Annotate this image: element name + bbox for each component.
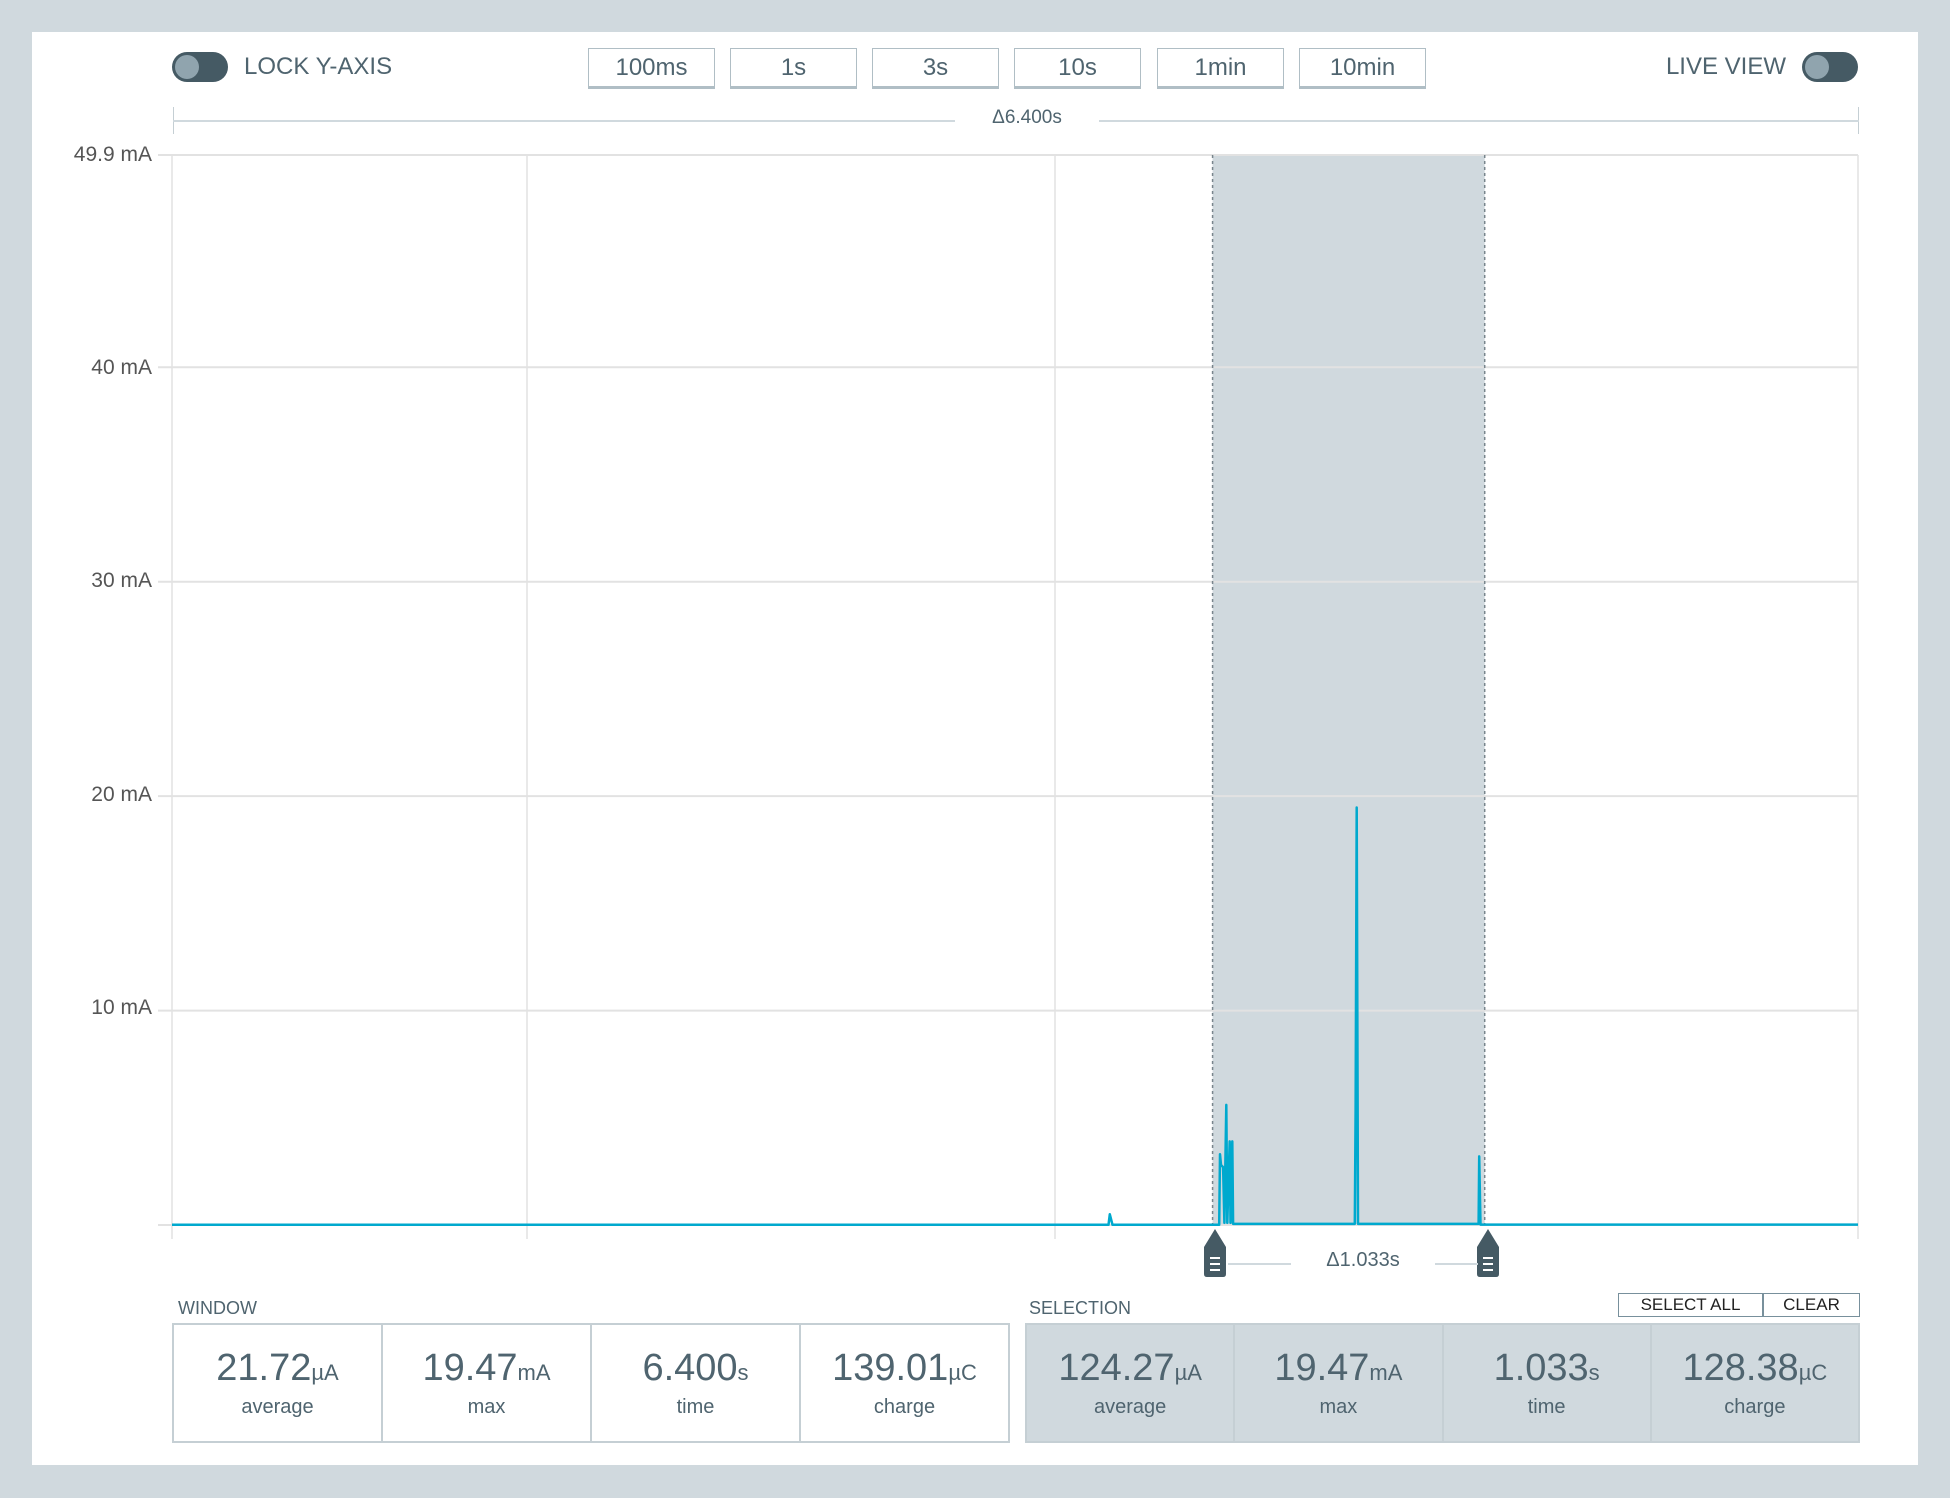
stat-unit: mA <box>517 1360 551 1385</box>
lock-y-axis-label: LOCK Y-AXIS <box>244 53 393 80</box>
window-1s-button[interactable]: 1s <box>730 48 857 89</box>
window-stats: 21.72µA average 19.47mA max 6.400s time 139… <box>172 1323 1010 1443</box>
stat-value: 21.72 <box>216 1347 312 1389</box>
main-panel <box>32 32 1918 1465</box>
window-average: 21.72µA average <box>174 1325 383 1441</box>
selection-region <box>1212 155 1485 1225</box>
current-chart[interactable] <box>0 0 1950 1300</box>
stat-value: 19.47 <box>422 1347 518 1389</box>
window-max: 19.47mA max <box>383 1325 592 1441</box>
stat-unit: µC <box>948 1360 977 1385</box>
stat-value: 128.38 <box>1682 1347 1799 1389</box>
toggle-knob <box>1805 55 1829 79</box>
clear-button[interactable]: CLEAR <box>1763 1293 1860 1317</box>
selection-end-handle[interactable] <box>1477 1229 1499 1277</box>
stat-label: average <box>1093 1396 1167 1418</box>
window-time: 6.400s time <box>592 1325 801 1441</box>
stat-unit: mA <box>1369 1360 1403 1385</box>
y-tick-label: 20 mA <box>91 783 152 806</box>
stat-value: 1.033 <box>1493 1347 1589 1389</box>
selection-max: 19.47mA max <box>1235 1325 1444 1441</box>
stat-value: 19.47 <box>1274 1347 1370 1389</box>
y-tick-label: 10 mA <box>91 996 152 1019</box>
stat-unit: s <box>737 1360 749 1385</box>
drag-handle-icon <box>1477 1229 1499 1277</box>
window-3s-button[interactable]: 3s <box>872 48 999 89</box>
y-tick-label: 40 mA <box>91 356 152 379</box>
selection-stats: 124.27µA average 19.47mA max 1.033s time 12… <box>1025 1323 1860 1443</box>
selection-average: 124.27µA average <box>1027 1325 1236 1441</box>
window-100ms-button[interactable]: 100ms <box>588 48 715 89</box>
window-stats-title: WINDOW <box>178 1298 257 1318</box>
drag-handle-icon <box>1204 1229 1226 1277</box>
stat-label: charge <box>1724 1396 1786 1418</box>
stat-unit: µA <box>311 1360 339 1385</box>
stat-label: average <box>241 1396 314 1418</box>
window-delta-label: Δ6.400s <box>955 107 1099 129</box>
stat-label: max <box>467 1396 506 1418</box>
live-view-label: LIVE VIEW <box>1665 53 1786 80</box>
y-tick-label: 49.9 mA <box>73 143 152 166</box>
y-tick-label: 30 mA <box>91 569 152 592</box>
window-charge: 139.01µC charge <box>801 1325 1008 1441</box>
stat-value: 124.27 <box>1058 1347 1175 1389</box>
stat-label: charge <box>873 1396 936 1418</box>
stat-value: 139.01 <box>832 1347 949 1389</box>
stat-label: time <box>1527 1396 1566 1418</box>
selection-time: 1.033s time <box>1444 1325 1652 1441</box>
stat-unit: µA <box>1174 1360 1202 1385</box>
selection-charge: 128.38µC charge <box>1652 1325 1858 1441</box>
current-trace <box>172 806 1858 1227</box>
live-view-toggle[interactable] <box>1802 52 1858 82</box>
lock-y-axis-toggle[interactable] <box>172 52 228 82</box>
stat-unit: µC <box>1798 1360 1828 1385</box>
stat-label: time <box>676 1396 715 1418</box>
toggle-knob <box>175 55 199 79</box>
window-1min-button[interactable]: 1min <box>1157 48 1284 89</box>
selection-start-handle[interactable] <box>1204 1229 1226 1277</box>
selection-stats-title: SELECTION <box>1029 1298 1132 1318</box>
window-10min-button[interactable]: 10min <box>1299 48 1426 89</box>
stat-label: max <box>1319 1396 1358 1418</box>
selection-delta-label: Δ1.033s <box>1291 1249 1435 1272</box>
stat-unit: s <box>1588 1360 1600 1385</box>
stat-value: 6.400 <box>642 1347 738 1389</box>
select-all-button[interactable]: SELECT ALL <box>1618 1293 1763 1317</box>
window-10s-button[interactable]: 10s <box>1014 48 1141 89</box>
